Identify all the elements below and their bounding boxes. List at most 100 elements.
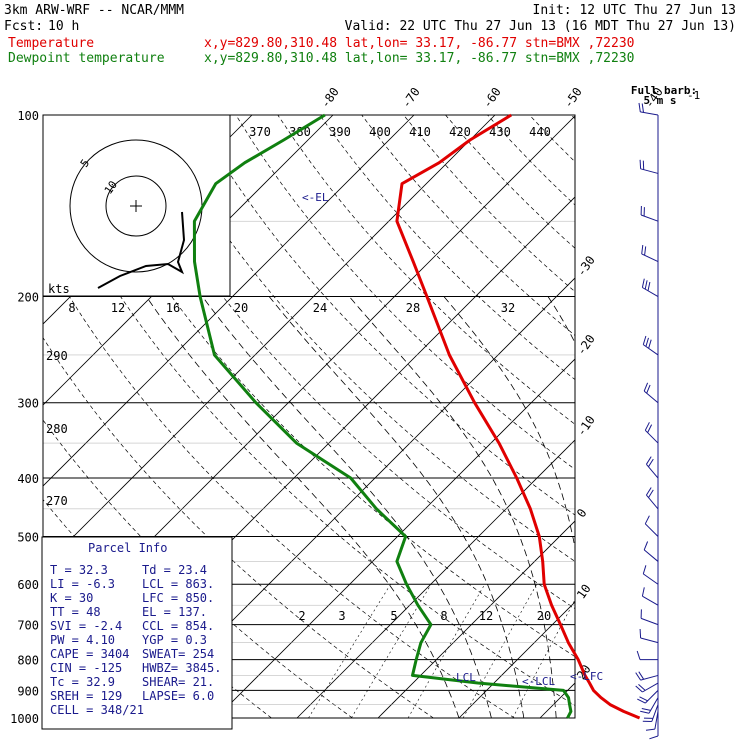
dewpoint-location: x,y=829.80,310.48 lat,lon= 33.17, -86.77… — [204, 51, 634, 66]
hodograph-unit-label: kts — [48, 282, 70, 296]
pressure-tick-label: 500 — [17, 530, 39, 544]
parcel-info-left: SVI = -2.4 — [50, 619, 122, 633]
el-marker: <-EL — [302, 191, 329, 204]
pressure-tick-label: 200 — [17, 291, 39, 305]
pressure-tick-label: 100 — [17, 109, 39, 123]
isotherm — [377, 520, 575, 718]
dry-adiabat — [361, 115, 575, 336]
wind-barb — [642, 335, 659, 356]
mixing-ratio-line — [351, 584, 432, 718]
hodograph-ring — [105, 175, 167, 237]
hodograph-axis-label: 12 — [111, 301, 125, 315]
wind-barb — [641, 244, 659, 263]
moist-adiabat — [268, 296, 525, 718]
dry-adiabat — [613, 115, 740, 718]
pressure-tick-label: 400 — [17, 472, 39, 486]
moist-adiabat — [202, 296, 492, 718]
hodograph-axis-label: 16 — [166, 301, 180, 315]
isotherm — [134, 277, 575, 718]
dry-adiabat — [151, 115, 575, 562]
theta-tick-label: 430 — [489, 125, 511, 139]
wind-barb — [637, 690, 659, 704]
wind-key-title: Full barb: — [631, 84, 697, 97]
parcel-info-right: YGP = 0.3 — [142, 633, 207, 647]
parcel-info-left: CAPE = 3404 — [50, 647, 129, 661]
hodograph-axis-label: 20 — [234, 301, 248, 315]
wind-barb — [643, 382, 659, 404]
pressure-tick-label: 300 — [17, 397, 39, 411]
parcel-info-right: SWEAT= 254 — [142, 647, 214, 661]
mixing-ratio-line — [578, 584, 645, 718]
moist-adiabat — [443, 296, 575, 551]
hodograph-axis-label: 8 — [68, 301, 75, 315]
temperature-tick-label: -30 — [574, 253, 598, 279]
hodograph-trace — [97, 211, 186, 289]
fcst-label: Fcst: — [4, 19, 43, 34]
parcel-info-right: LAPSE= 6.0 — [142, 689, 214, 703]
mixing-ratio-label: 8 — [440, 609, 447, 623]
theta-tick-label: 280 — [46, 422, 68, 436]
wind-barb — [645, 487, 659, 510]
temperature-tick-label: 10 — [574, 582, 594, 602]
parcel-info-left: T = 32.3 — [50, 563, 108, 577]
theta-tick-label: 290 — [46, 349, 68, 363]
wind-barb — [640, 205, 659, 222]
isotherm — [621, 115, 740, 718]
wind-barb — [645, 711, 659, 731]
parcel-info-left: PW = 4.10 — [50, 633, 115, 647]
mixing-ratio-label: 12 — [479, 609, 493, 623]
mixing-ratio-label: 5 — [390, 609, 397, 623]
wind-barbs — [635, 102, 659, 740]
moist-adiabat — [547, 296, 575, 344]
wind-barb — [638, 102, 659, 116]
pressure-tick-label: 600 — [17, 578, 39, 592]
pressure-tick-label: 900 — [17, 684, 39, 698]
pressure-tick-label: 1000 — [10, 712, 39, 726]
hodograph-ring-label: 10 — [102, 178, 120, 196]
plot-frame — [42, 114, 576, 719]
temperature-tick-label: -60 — [480, 85, 504, 111]
pressure-tick-label: 800 — [17, 654, 39, 668]
isotherm — [43, 115, 496, 568]
moist-adiabat — [145, 296, 460, 718]
parcel-info-right: EL = 137. — [142, 605, 207, 619]
parcel-info-left: TT = 48 — [50, 605, 101, 619]
wind-barb — [641, 587, 659, 606]
parcel-info-right: SHEAR= 21. — [142, 675, 214, 689]
profile-lines — [192, 113, 641, 720]
wind-barb — [641, 278, 659, 297]
parcel-info-right: LCL = 863. — [142, 577, 214, 591]
isotherm — [215, 358, 575, 718]
dry-adiabat — [655, 115, 740, 718]
fcst-value: 10 h — [48, 19, 79, 34]
parcel-info-right: LFC = 850. — [142, 591, 214, 605]
theta-tick-label: 420 — [449, 125, 471, 139]
dry-adiabat — [487, 115, 575, 206]
temperature-tick-label: -50 — [561, 85, 585, 111]
isotherm — [296, 439, 575, 718]
parcel-info-left: CELL = 348/21 — [50, 703, 144, 717]
isotherm — [0, 115, 9, 718]
lfc-marker: <-LFC — [570, 670, 603, 683]
temperature-tick-label: 0 — [574, 506, 590, 520]
parcel-info-left: LI = -6.3 — [50, 577, 115, 591]
theta-tick-label: 440 — [529, 125, 551, 139]
wind-barb — [640, 697, 659, 714]
hodograph-axis-label: 32 — [501, 301, 515, 315]
theta-tick-label: 410 — [409, 125, 431, 139]
wind-barb — [636, 650, 659, 661]
isotherm — [702, 115, 740, 718]
wind-key-value: 5 m s — [643, 94, 676, 107]
mixing-ratio-line — [407, 584, 486, 718]
wind-barb — [635, 671, 659, 681]
dry-adiabat — [445, 115, 575, 249]
parcel-info-right: HWBZ= 3845. — [142, 661, 221, 675]
parcel-info-right: Td = 23.4 — [142, 563, 207, 577]
valid-time: Valid: 22 UTC Thu 27 Jun 13 (16 MDT Thu … — [345, 19, 736, 34]
temperature-location: x,y=829.80,310.48 lat,lon= 33.17, -86.77… — [204, 36, 634, 51]
parcel-info-title: Parcel Info — [88, 541, 167, 555]
temperature-line — [395, 113, 641, 720]
theta-tick-label: 400 — [369, 125, 391, 139]
